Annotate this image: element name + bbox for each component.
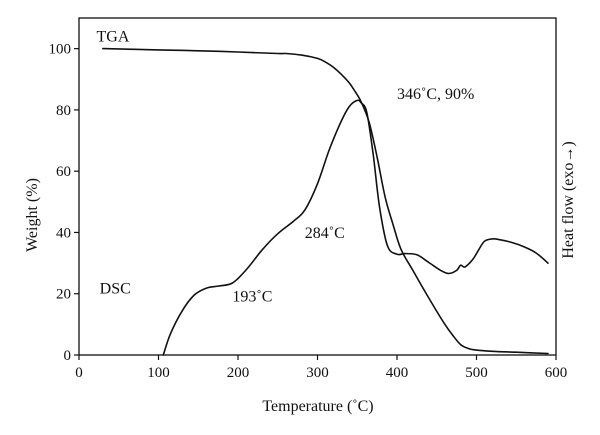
- annotations: TGA DSC 346˚C, 90% 284˚C 193˚C: [96, 29, 474, 306]
- y-axis-title: Weight (%): [24, 178, 41, 252]
- x-tick-label: 500: [465, 365, 488, 381]
- plot-border: [78, 17, 557, 356]
- y-tick-label: 60: [56, 164, 71, 180]
- x-tick-label: 200: [227, 365, 250, 381]
- x-tick-label: 300: [306, 365, 329, 381]
- x-tick-label: 400: [386, 365, 409, 381]
- y-axis-right-title: Heat flow (exo→): [560, 141, 577, 258]
- series-layer: [102, 47, 549, 356]
- annotation-label: 346˚C, 90%: [397, 86, 474, 103]
- y-tick-label: 100: [49, 42, 72, 58]
- annotation-label: 193˚C: [232, 288, 272, 305]
- x-tick-label: 0: [75, 365, 83, 381]
- series-line-dsc: [162, 99, 549, 356]
- x-tick-label: 100: [147, 365, 170, 381]
- series-line-tga: [102, 47, 549, 355]
- y-tick-label: 80: [56, 103, 71, 119]
- annotation-label: 284˚C: [305, 225, 345, 242]
- x-axis-ticks: 0 100 200 300 400 500 600: [75, 355, 567, 381]
- x-tick-label: 600: [545, 365, 568, 381]
- y-tick-label: 0: [64, 348, 72, 364]
- y-tick-label: 40: [56, 225, 71, 241]
- y-tick-label: 20: [56, 287, 71, 303]
- plot-frame: [78, 17, 557, 356]
- annotation-label: TGA: [96, 29, 129, 46]
- annotation-label: DSC: [100, 281, 131, 298]
- y-axis-ticks: 0 20 40 60 80 100: [49, 42, 79, 364]
- x-axis-title: Temperature (˚C): [262, 398, 373, 415]
